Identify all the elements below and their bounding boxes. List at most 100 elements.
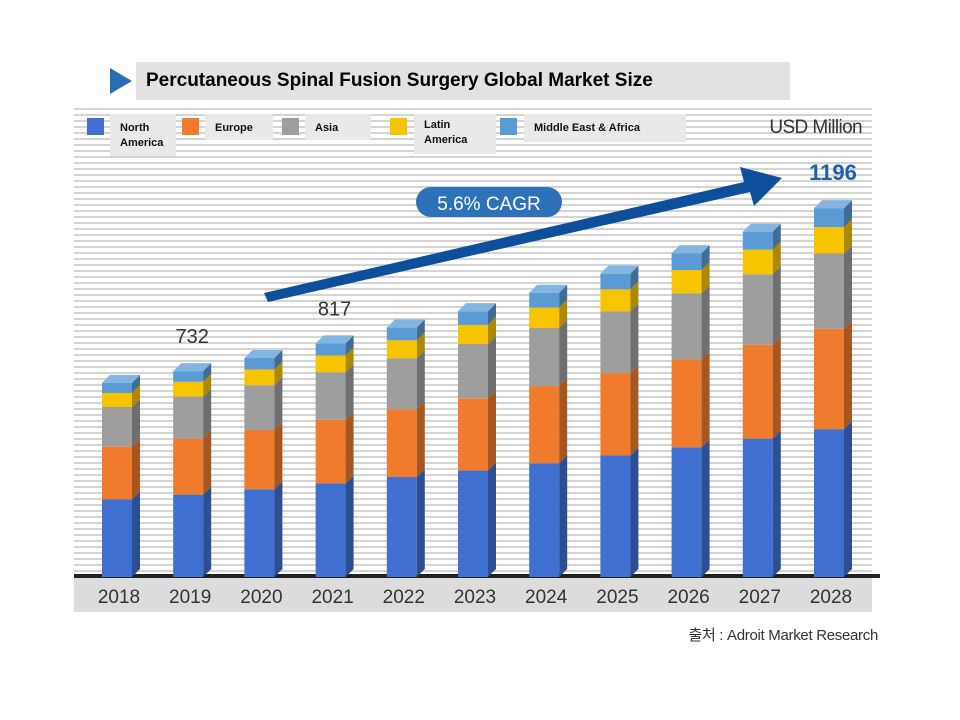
bar-segment-2027-0 [742,438,773,577]
bar-side-2024-2 [559,319,568,386]
legend-box-3 [414,114,496,154]
bar-segment-2020-0 [244,489,275,577]
bar-side-2023-2 [488,335,496,399]
bar-side-2028-2 [844,245,852,329]
bar-side-2023-0 [488,462,496,577]
bar-segment-2027-2 [742,274,773,345]
bar-segment-2025-4 [600,273,631,290]
bar-side-2020-1 [274,421,283,490]
bar-segment-2019-3 [173,381,204,397]
bar-segment-2026-1 [671,359,702,448]
bar-segment-2024-2 [529,327,560,386]
bar-side-2022-1 [416,401,425,478]
bar-side-2021-3 [345,347,354,373]
bar-segment-2026-2 [671,293,702,360]
bar-segment-2028-0 [814,429,844,577]
bar-side-2022-4 [416,319,425,341]
legend-label-2: Asia [315,122,339,134]
legend-swatch-4 [500,118,517,135]
bar-side-2026-4 [701,245,710,271]
bar-segment-2024-0 [529,463,560,577]
bar-side-2022-2 [416,350,425,410]
legend: North America Europe Asia Latin America Middle… [87,114,686,156]
bar-segment-2020-1 [244,429,275,490]
bar-segment-2018-4 [102,382,132,393]
bar-side-2022-0 [416,469,425,577]
bar-side-2020-0 [274,481,283,577]
bar-segment-2024-1 [529,385,560,464]
bar-side-2028-0 [844,421,852,577]
bar-segment-2023-1 [458,398,488,471]
bar-segment-2028-1 [814,328,844,430]
bar-segment-2024-3 [529,307,560,328]
bar-side-2019-0 [203,486,212,577]
x-tick-2020: 2020 [240,587,282,608]
bar-side-2025-1 [630,365,639,456]
legend-swatch-0 [87,118,104,135]
cagr-label: 5.6% CAGR [437,194,540,215]
bar-side-2020-2 [274,377,283,430]
bar-side-2025-2 [630,303,639,374]
bar-segment-2021-0 [315,483,346,577]
bar-segment-2026-0 [671,447,702,577]
bar-segment-2020-2 [244,385,275,430]
x-tick-2021: 2021 [311,587,353,608]
bar-side-2019-2 [203,388,212,439]
bar-side-2028-4 [844,200,852,228]
legend-box-2 [305,114,371,140]
bar-side-2024-0 [559,455,568,577]
legend-box-0 [110,114,176,156]
bar-top-2024 [529,284,568,293]
bar-side-2021-4 [345,335,354,356]
legend-label-3: Latin America [424,119,468,146]
bar-side-2026-2 [701,285,710,360]
bar-side-2019-4 [203,363,212,382]
bar-side-2020-3 [274,361,283,386]
bar-segment-2021-1 [315,419,346,484]
bar-side-2018-4 [132,374,140,393]
source-label: 출처 : Adroit Market Research [688,627,878,644]
bar-segment-2018-1 [102,446,132,500]
legend-label-0: North America [120,122,164,149]
bar-side-2028-3 [844,219,852,254]
bar-side-2019-1 [203,430,212,495]
bar-segment-2023-0 [458,470,488,577]
bar-side-2018-2 [132,398,140,447]
bar-segment-2023-3 [458,324,488,344]
bar-top-2023 [458,303,496,312]
x-tick-2026: 2026 [667,587,709,608]
x-tick-2019: 2019 [169,587,211,608]
data-labels: 732 817 1196 [176,160,857,348]
bar-side-2026-3 [701,262,710,294]
data-label-2028: 1196 [809,160,857,185]
bar-side-2027-3 [772,241,781,275]
legend-label-4: Middle East & Africa [534,122,641,134]
bar-top-2027 [742,223,781,232]
bar-segment-2027-1 [742,344,773,439]
legend-box-1 [205,114,273,140]
bar-segment-2022-0 [386,477,417,577]
bar-top-2022 [386,319,425,328]
bar-side-2024-3 [559,299,568,328]
legend-box-4 [524,114,686,142]
bar-segment-2025-0 [600,455,631,577]
bar-side-2018-1 [132,438,140,500]
bar-side-2026-0 [701,439,710,577]
x-tick-2024: 2024 [525,587,568,608]
unit-label: USD Million [769,117,862,138]
bar-side-2025-3 [630,281,639,312]
title-bar [136,62,790,100]
play-arrow-icon [110,68,132,94]
bar-segment-2023-4 [458,311,488,325]
bar-side-2018-3 [132,384,140,407]
bar-side-2025-4 [630,265,639,290]
x-tick-2022: 2022 [383,587,425,608]
bar-side-2021-0 [345,475,354,577]
bar-segment-2025-1 [600,373,631,456]
legend-swatch-2 [282,118,299,135]
bar-side-2025-0 [630,447,639,577]
bar-side-2023-4 [488,303,496,325]
bar-segment-2021-3 [315,355,346,373]
bar-top-2019 [173,363,212,372]
